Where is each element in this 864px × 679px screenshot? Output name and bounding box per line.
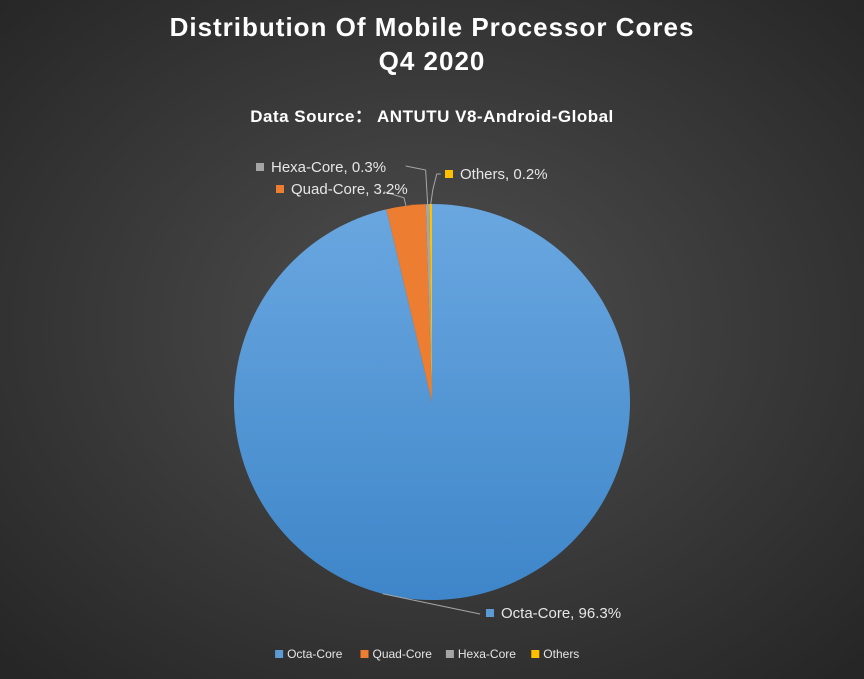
label-swatch-hexa-core [256,163,264,171]
legend-label-hexa-core: Hexa-Core [458,647,516,661]
chart-subtitle: Data Source： ANTUTU V8-Android-Global [250,107,614,126]
label-swatch-others [445,170,453,178]
chart-title-line2: Q4 2020 [379,46,486,76]
pie-slice-others [429,204,432,402]
chart-title: Distribution Of Mobile Processor Cores [170,12,695,42]
data-label-quad-core: Quad-Core, 3.2% [291,181,408,198]
label-swatch-quad-core [276,185,284,193]
data-label-others: Others, 0.2% [460,166,548,183]
legend-label-octa-core: Octa-Core [287,647,343,661]
pie-slice-octa-core [233,204,630,600]
pie-slice-hexa-core [425,204,432,402]
legend-label-others: Others [543,647,579,661]
pie-slices [233,204,630,600]
legend-label-quad-core: Quad-Core [373,647,433,661]
leader-line-hexa-core [405,165,429,205]
legend-swatch-octa-core [275,650,284,658]
leader-line-octa-core [382,593,481,615]
data-label-octa-core: Octa-Core, 96.3% [501,605,621,622]
data-label-hexa-core: Hexa-Core, 0.3% [271,159,386,176]
leader-lines [382,165,481,615]
label-swatch-octa-core [486,609,494,617]
pie-slice-quad-core [386,204,432,402]
legend-swatch-hexa-core [445,650,454,658]
legend-swatch-quad-core [360,650,369,658]
legend-swatch-others [531,650,540,658]
leader-line-quad-core [383,191,407,206]
leader-line-others [430,173,441,205]
legend: Octa-Core Quad-Core Hexa-Core Others [275,647,579,661]
data-labels: Octa-Core, 96.3% Quad-Core, 3.2% Hexa-Core… [256,159,621,622]
